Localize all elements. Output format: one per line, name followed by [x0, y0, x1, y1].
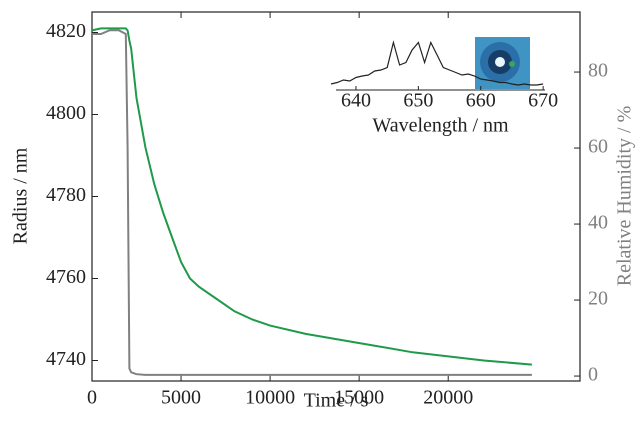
y-tick-label: 4780 [46, 184, 86, 206]
y2-tick-label: 20 [588, 288, 608, 310]
x-tick-label: 660 [466, 90, 496, 112]
x-tick-label: 650 [403, 90, 433, 112]
inset-photo [475, 37, 530, 89]
y2-tick-label: 60 [588, 136, 608, 158]
x-tick-label: 0 [87, 387, 97, 409]
y2-tick-label: 80 [588, 60, 608, 82]
y2-tick-label: 40 [588, 212, 608, 234]
x-axis-label: Wavelength / nm [372, 115, 509, 137]
x-tick-label: 5000 [161, 387, 201, 409]
x-tick-label: 670 [528, 90, 558, 112]
y-tick-label: 4760 [46, 266, 86, 288]
line-series [91, 27, 532, 366]
y-tick-label: 4800 [46, 102, 86, 124]
y2-axis-label: Relative Humidity / % [614, 106, 636, 287]
x-tick-label: 10000 [245, 387, 295, 409]
y-tick-label: 4740 [46, 348, 86, 370]
x-tick-label: 15000 [334, 387, 384, 409]
x-tick-label: 20000 [423, 387, 473, 409]
y-axis-label: Radius / nm [10, 147, 32, 244]
line-series [92, 29, 532, 376]
y-tick-label: 4820 [46, 20, 86, 42]
x-axis-label: Time / s [304, 390, 369, 412]
y2-tick-label: 0 [588, 364, 598, 386]
line-series [330, 40, 544, 86]
x-tick-label: 640 [341, 90, 371, 112]
